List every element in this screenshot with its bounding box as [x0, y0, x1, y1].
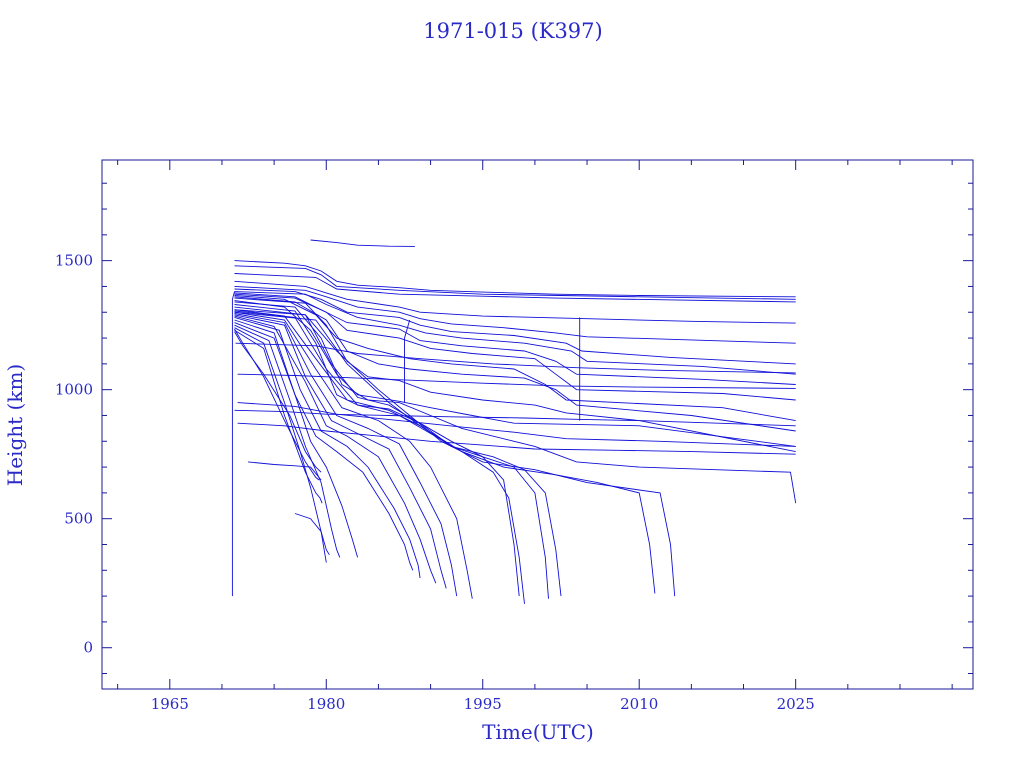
orbit-track-20 — [234, 314, 447, 589]
orbit-track-11 — [234, 297, 796, 453]
orbit-track-36 — [237, 422, 796, 455]
orbit-track-15 — [234, 306, 549, 599]
orbit-track-12 — [234, 300, 796, 447]
orbit-track-30 — [247, 461, 322, 481]
orbit-track-24 — [234, 322, 359, 558]
orbit-track-19 — [234, 313, 458, 597]
orbit-track-39 — [404, 319, 411, 403]
orbit-track-4 — [234, 285, 796, 344]
x-tick-label: 1965 — [151, 695, 189, 713]
orbit-track-14 — [234, 304, 520, 597]
orbit-track-25 — [234, 324, 341, 558]
x-tick-label: 1995 — [464, 695, 502, 713]
x-tick-label: 2025 — [777, 695, 815, 713]
orbit-track-34 — [234, 409, 796, 427]
plot-frame — [101, 159, 974, 690]
orbit-track-22 — [234, 316, 421, 579]
orbit-track-27 — [234, 329, 323, 504]
orbit-track-31 — [294, 513, 327, 563]
orbit-track-6 — [234, 291, 796, 375]
orbit-track-1 — [234, 265, 796, 300]
orbit-track-18 — [234, 311, 473, 599]
y-tick-label: 1000 — [55, 381, 93, 399]
orbit-track-9 — [234, 295, 796, 422]
orbit-track-7 — [234, 292, 796, 385]
orbit-track-23 — [234, 319, 414, 571]
orbit-track-10 — [234, 296, 796, 432]
orbit-track-5 — [234, 288, 796, 365]
x-tick-label: 2010 — [620, 695, 658, 713]
orbit-track-21 — [234, 315, 437, 584]
orbit-track-26 — [234, 327, 330, 556]
x-axis-label: Time(UTC) — [482, 720, 594, 744]
y-tick-label: 0 — [83, 639, 93, 657]
orbit-track-0 — [234, 260, 796, 298]
chart-title: 1971-015 (K397) — [423, 19, 602, 43]
orbit-track-17 — [234, 310, 525, 604]
y-tick-label: 500 — [64, 510, 93, 528]
orbit-track-2 — [234, 273, 796, 303]
axis-ticks — [102, 160, 973, 689]
orbit-track-13 — [234, 301, 797, 504]
orbit-track-42 — [234, 311, 656, 594]
y-tick-label: 1500 — [55, 252, 93, 270]
orbit-track-37 — [237, 373, 796, 389]
x-tick-label: 1980 — [307, 695, 345, 713]
orbit-track-3 — [234, 280, 796, 324]
orbit-track-16 — [234, 309, 562, 597]
orbit-tracks — [231, 239, 797, 604]
orbit-track-35 — [237, 402, 796, 447]
orbit-track-41 — [234, 309, 676, 597]
orbit-track-8 — [234, 293, 796, 401]
orbit-track-32 — [310, 239, 415, 247]
orbit-track-29 — [234, 331, 322, 473]
orbit-track-38 — [235, 342, 796, 374]
orbit-track-33 — [231, 291, 235, 597]
y-axis-label: Height (km) — [3, 364, 27, 486]
axis-tick-labels: 1965 1980 1995 2010 2025 0 500 1000 1500 — [55, 252, 815, 713]
